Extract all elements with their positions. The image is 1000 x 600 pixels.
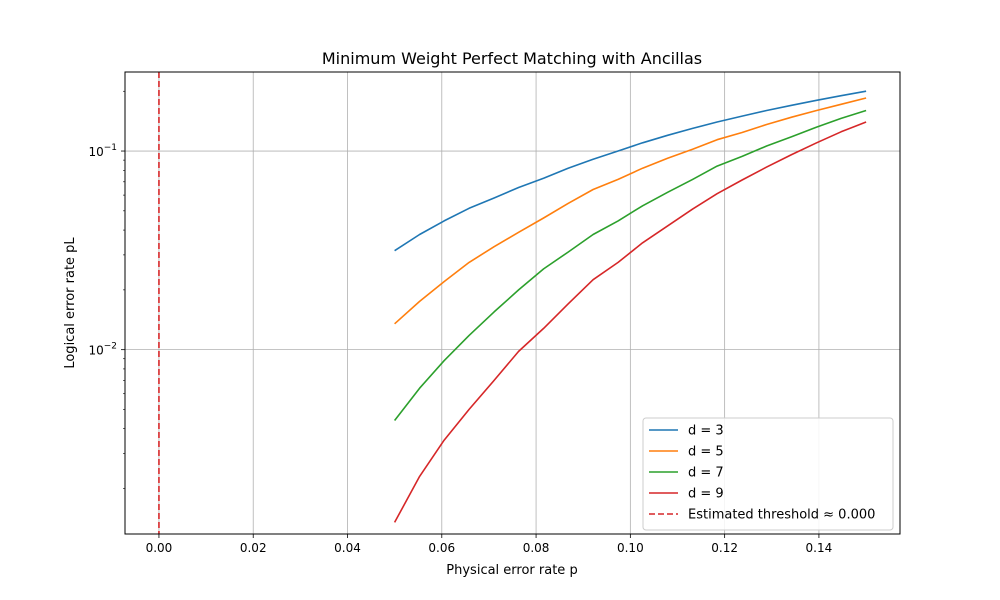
series-line-d7 [393,109,867,421]
legend-label: d = 3 [688,424,724,439]
legend-label: d = 5 [688,445,724,460]
legend-label: d = 7 [688,466,724,481]
x-tick-label: 0.10 [617,541,644,555]
x-tick-label: 0.04 [334,541,361,555]
x-tick-label: 0.08 [523,541,550,555]
y-tick-label: 10−1 [88,143,117,159]
x-tick-label: 0.14 [806,541,833,555]
x-tick-label: 0.06 [428,541,455,555]
legend-box [642,417,894,531]
series-line-d3 [394,90,867,252]
series-line-d9 [393,121,867,523]
chart-title: Minimum Weight Perfect Matching with Anc… [322,49,702,68]
x-axis-label: Physical error rate p [446,563,577,578]
series-line-d5 [394,97,867,325]
y-tick-label: 10−2 [88,342,117,358]
legend: d = 3 d = 5 d = 7 d = 9 Estimated threshold … [642,417,894,531]
legend-label: d = 9 [688,487,724,502]
plot-area [158,72,867,534]
x-tick-label: 0.12 [711,541,738,555]
ticks: 0.00 0.02 0.04 0.06 0.08 0.10 0.12 0.14 10−2 10−1 [88,90,833,555]
y-axis-label: Logical error rate pL [63,237,78,369]
legend-label: Estimated threshold ≈ 0.000 [688,508,875,523]
x-tick-label: 0.00 [146,541,173,555]
x-tick-label: 0.02 [240,541,267,555]
axes-frame [124,71,901,535]
grid [125,72,900,534]
